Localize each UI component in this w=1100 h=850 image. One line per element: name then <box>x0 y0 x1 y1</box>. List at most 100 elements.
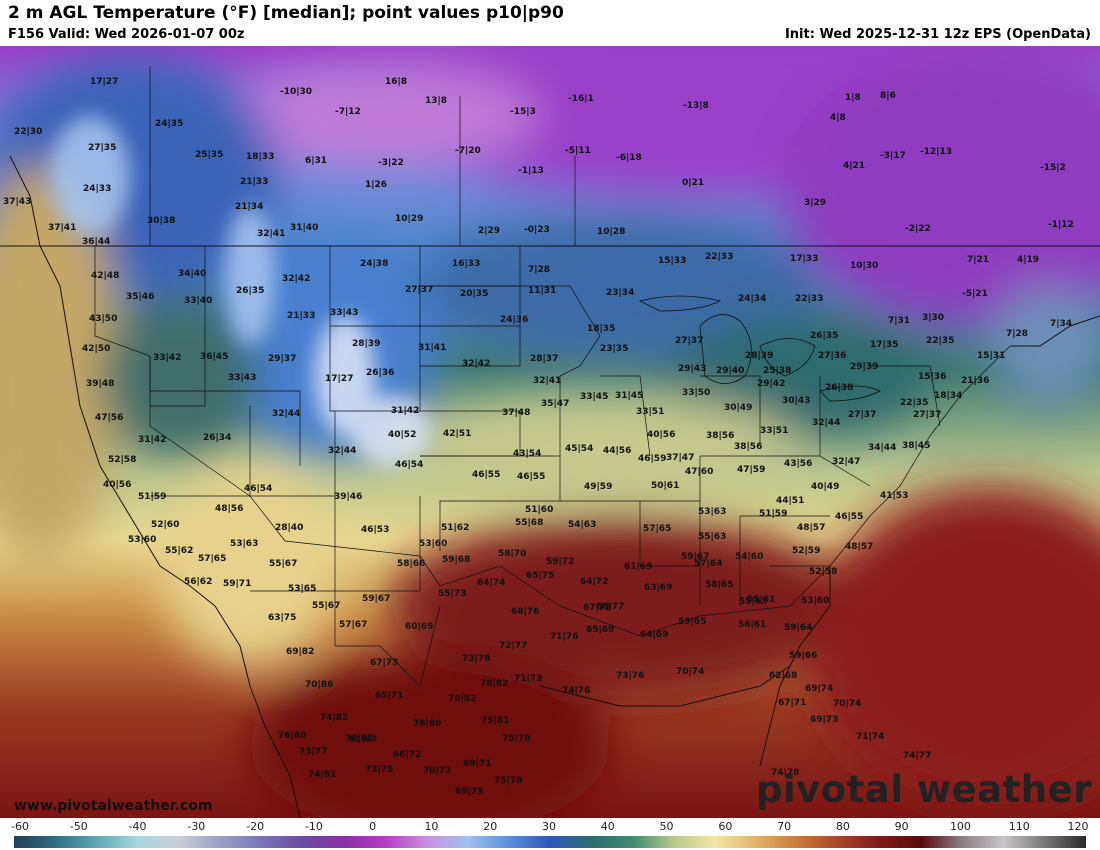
point-value-label: 33|50 <box>682 388 711 398</box>
point-value-label: 30|38 <box>147 216 176 226</box>
point-value-label: 24|34 <box>738 294 767 304</box>
point-value-label: 66|72 <box>393 750 422 760</box>
point-value-label: 78|85 <box>345 734 374 744</box>
point-value-label: 27|37 <box>675 336 704 346</box>
point-value-label: 18|35 <box>587 324 616 334</box>
point-value-label: 76|80 <box>413 719 442 729</box>
point-value-label: 30|43 <box>782 396 811 406</box>
point-value-label: 23|35 <box>600 344 629 354</box>
point-value-label: 24|38 <box>360 259 389 269</box>
point-value-label: 57|65 <box>198 554 227 564</box>
point-value-label: 57|65 <box>643 524 672 534</box>
point-value-label: 54|60 <box>735 552 764 562</box>
point-value-label: 16|8 <box>385 77 408 87</box>
point-value-label: 29|40 <box>716 366 745 376</box>
point-value-label: 21|36 <box>961 376 990 386</box>
map-title: 2 m AGL Temperature (°F) [median]; point… <box>8 3 564 23</box>
point-value-label: 22|30 <box>14 127 43 137</box>
point-value-label: 7|31 <box>888 316 911 326</box>
point-value-label: 29|43 <box>678 364 707 374</box>
point-value-label: 59|66 <box>789 651 818 661</box>
point-value-label: 35|46 <box>126 292 155 302</box>
point-value-label: 31|42 <box>391 406 420 416</box>
point-value-label: 81|87 <box>349 735 378 745</box>
temperature-map[interactable]: 17|27 -10|30 16|8 13|8 -16|1 -13|8 1|8 8|6 22|30… <box>0 46 1100 818</box>
point-value-label: 32|41 <box>257 229 286 239</box>
point-value-label: 40|56 <box>103 480 132 490</box>
point-value-label: 74|76 <box>562 686 591 696</box>
point-value-label: 69|75 <box>455 787 484 797</box>
point-value-label: 3|29 <box>804 198 827 208</box>
point-value-label: 62|68 <box>769 671 798 681</box>
point-value-label: 55|62 <box>165 546 194 556</box>
point-value-label: 55|61 <box>747 595 776 605</box>
colorbar-tick-label: 80 <box>835 820 850 833</box>
point-value-label: 51|62 <box>441 523 470 533</box>
point-value-label: 69|82 <box>286 647 315 657</box>
point-value-label: 48|57 <box>797 523 826 533</box>
point-value-label: 6|31 <box>305 156 328 166</box>
point-value-label: 26|35 <box>236 286 265 296</box>
point-value-label: 58|66 <box>397 559 426 569</box>
point-value-label: 27|37 <box>848 410 877 420</box>
point-value-label: 46|55 <box>517 472 546 482</box>
point-value-label: 1|26 <box>365 180 388 190</box>
point-value-label: 42|48 <box>91 271 120 281</box>
point-value-label: 33|43 <box>228 373 257 383</box>
point-value-label: 37|47 <box>666 453 695 463</box>
point-value-label: 3|30 <box>922 313 945 323</box>
point-value-label: 59|72 <box>546 557 575 567</box>
point-value-label: 37|43 <box>3 197 32 207</box>
point-value-label: 15|36 <box>918 372 947 382</box>
point-value-label: 67|71 <box>778 698 807 708</box>
point-value-label: 32|44 <box>812 418 841 428</box>
colorbar-tick-label: 60 <box>718 820 733 833</box>
point-value-label: 67|72 <box>583 603 612 613</box>
point-value-label: 21|34 <box>235 202 264 212</box>
point-value-label: 53|60 <box>419 539 448 549</box>
point-value-label: 46|54 <box>395 460 424 470</box>
point-value-label: 38|45 <box>902 441 931 451</box>
colorbar-tick-label: 20 <box>483 820 498 833</box>
point-value-label: 2|29 <box>478 226 501 236</box>
point-value-label: 52|60 <box>151 520 180 530</box>
point-value-label: 21|33 <box>240 177 269 187</box>
point-value-label: 59|67 <box>681 552 710 562</box>
point-value-label: 55|73 <box>438 589 467 599</box>
point-value-label: 28|39 <box>352 339 381 349</box>
point-value-label: 69|73 <box>810 715 839 725</box>
point-value-label: 53|63 <box>230 539 259 549</box>
point-value-label: 15|33 <box>658 256 687 266</box>
point-value-label: 36|44 <box>82 237 111 247</box>
point-value-label: 47|56 <box>95 413 124 423</box>
point-value-label: 29|39 <box>850 362 879 372</box>
point-value-label: -3|22 <box>378 158 404 168</box>
point-value-label: -6|18 <box>616 153 642 163</box>
point-value-label: 56|62 <box>184 577 213 587</box>
colorbar-tick-label: 120 <box>1067 820 1089 833</box>
point-value-label: 24|36 <box>500 315 529 325</box>
point-value-label: 68|76 <box>511 607 540 617</box>
point-value-label: 27|37 <box>913 410 942 420</box>
point-value-label: 50|61 <box>651 481 680 491</box>
point-value-label: 29|42 <box>757 379 786 389</box>
point-value-label: 59|67 <box>362 594 391 604</box>
point-value-label: 37|48 <box>502 408 531 418</box>
colorbar-tick-label: 40 <box>600 820 615 833</box>
point-value-label: 69|74 <box>805 684 834 694</box>
point-value-label: -15|3 <box>510 107 536 117</box>
point-value-label: 51|59 <box>138 492 167 502</box>
point-value-label: 33|51 <box>636 407 665 417</box>
point-value-label: 40|52 <box>388 430 417 440</box>
point-value-label: 74|77 <box>903 751 932 761</box>
point-value-label: 65|71 <box>375 691 404 701</box>
point-value-label: 11|31 <box>528 286 557 296</box>
point-value-label: 63|69 <box>644 583 673 593</box>
point-value-label: 75|78 <box>502 734 531 744</box>
point-value-label: 65|75 <box>526 571 555 581</box>
point-value-label: 64|69 <box>640 630 669 640</box>
point-value-label: -1|12 <box>1048 220 1074 230</box>
point-value-label: 53|65 <box>288 584 317 594</box>
point-value-label: 7|28 <box>1006 329 1029 339</box>
point-value-label: 46|55 <box>472 470 501 480</box>
